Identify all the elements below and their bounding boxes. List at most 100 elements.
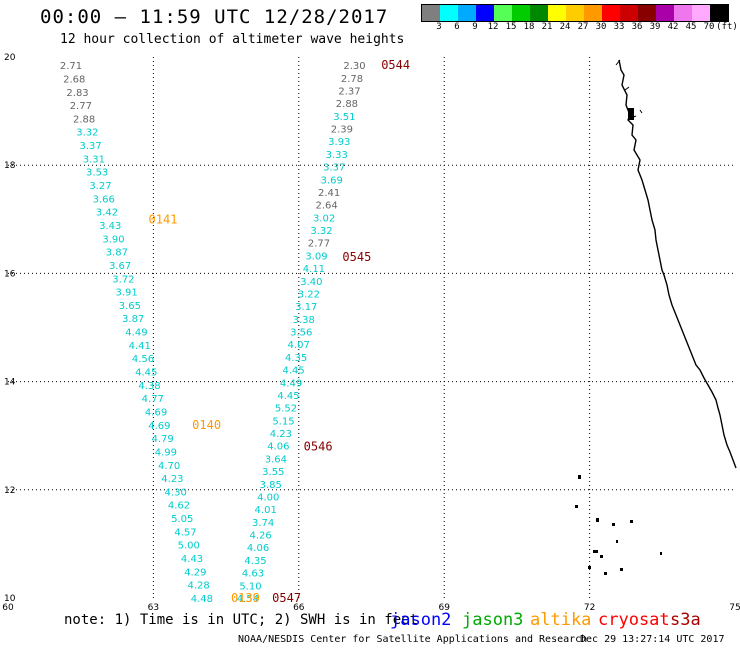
wave-height-label: 2.77 <box>308 239 330 250</box>
wave-height-label: 2.83 <box>66 88 88 99</box>
wave-height-label: 4.28 <box>187 581 209 592</box>
wave-height-label: 3.17 <box>295 302 317 313</box>
wave-height-label: 3.64 <box>265 454 287 465</box>
legend-swatch <box>422 5 440 21</box>
wave-height-label: 4.69 <box>148 421 170 432</box>
wave-height-label: 5.10 <box>239 581 261 592</box>
y-tick-label: 12 <box>4 486 15 496</box>
legend-swatch <box>476 5 494 21</box>
legend-swatch <box>638 5 656 21</box>
wave-height-label: 3.37 <box>80 141 102 152</box>
wave-height-label: 4.62 <box>168 501 190 512</box>
wave-height-label: 4.45 <box>277 391 299 402</box>
wave-height-label: 5.15 <box>272 416 294 427</box>
footer-timestamp: Dec 29 13:27:14 UTC 2017 <box>580 634 725 645</box>
wave-height-label: 3.91 <box>115 288 137 299</box>
legend-label: 45 <box>685 22 697 32</box>
wave-height-label: 4.99 <box>155 447 177 458</box>
legend-swatch <box>602 5 620 21</box>
legend-swatch <box>494 5 512 21</box>
legend-label: 36 <box>631 22 643 32</box>
wave-height-label: 4.57 <box>174 527 196 538</box>
legend-label: 70 <box>703 22 715 32</box>
wave-height-label: 2.37 <box>338 86 360 97</box>
wave-height-label: 4.29 <box>184 567 206 578</box>
legend-swatch <box>512 5 530 21</box>
y-tick-label: 14 <box>4 378 16 388</box>
wave-height-label: 4.06 <box>267 442 289 453</box>
legend-label: 9 <box>472 22 478 32</box>
legend-swatch <box>530 5 548 21</box>
color-legend <box>421 4 729 22</box>
y-tick-label: 16 <box>4 269 16 279</box>
legend-label: 15 <box>505 22 517 32</box>
wave-height-label: 3.40 <box>300 277 322 288</box>
wave-height-label: 4.38 <box>138 381 160 392</box>
x-tick-label: 72 <box>584 603 595 613</box>
wave-height-label: 3.22 <box>298 289 320 300</box>
wave-height-label: 2.68 <box>63 74 85 85</box>
wave-height-label: 3.32 <box>76 128 98 139</box>
legend-swatch <box>458 5 476 21</box>
wave-height-label: 4.26 <box>249 531 271 542</box>
x-tick-label: 75 <box>729 603 740 613</box>
altimeter-track-left: 2.71 2.68 2.83 2.77 2.88 3.32 3.37 3.31 3.53 3.27… <box>60 61 213 605</box>
pass-time-label: 0139 <box>231 591 260 605</box>
wave-height-label: 4.56 <box>132 354 154 365</box>
legend-swatch <box>656 5 674 21</box>
page-title: 00:00 – 11:59 UTC 12/28/2017 <box>40 6 389 28</box>
legend-label: 12 <box>487 22 499 32</box>
color-legend-labels: 3 6 9 12 15 18 21 24 27 30 33 36 39 42 45 70 (ft) <box>421 22 740 34</box>
legend-label: 33 <box>613 22 625 32</box>
wave-height-label: 4.07 <box>288 340 310 351</box>
x-tick-label: 66 <box>293 603 305 613</box>
wave-height-label: 2.39 <box>331 125 353 136</box>
wave-height-label: 4.79 <box>151 434 173 445</box>
wave-height-label: 2.88 <box>73 114 95 125</box>
legend-label: 30 <box>595 22 607 32</box>
wave-height-label: 2.71 <box>60 61 82 72</box>
wave-height-label: 5.05 <box>171 514 193 525</box>
y-tick-label: 18 <box>4 161 16 171</box>
satellite-name: s3a <box>670 610 701 630</box>
wave-height-label: 2.77 <box>70 101 92 112</box>
legend-swatch <box>566 5 584 21</box>
wave-height-label: 5.00 <box>178 541 200 552</box>
wave-height-label: 4.41 <box>129 341 151 352</box>
pass-time-label: 0547 <box>272 591 301 605</box>
wave-height-label: 4.23 <box>270 429 292 440</box>
wave-height-label: 2.30 <box>343 61 365 72</box>
legend-swatch <box>674 5 692 21</box>
wave-height-label: 2.88 <box>336 99 358 110</box>
wave-height-label: 4.35 <box>244 556 266 567</box>
wave-height-label: 2.41 <box>318 188 340 199</box>
wave-height-label: 2.64 <box>315 201 337 212</box>
wave-height-label: 5.52 <box>275 404 297 415</box>
wave-height-label: 4.77 <box>142 394 164 405</box>
wave-height-label: 4.35 <box>285 353 307 364</box>
legend-swatch <box>440 5 458 21</box>
wave-height-label: 3.53 <box>86 168 108 179</box>
wave-height-label: 4.63 <box>242 569 264 580</box>
satellite-name: altika <box>530 610 592 630</box>
wave-height-label: 4.49 <box>125 328 147 339</box>
page-subtitle: 12 hour collection of altimeter wave hei… <box>60 32 405 47</box>
legend-label: (ft) <box>716 22 738 32</box>
wave-height-label: 2.78 <box>341 74 363 85</box>
wave-height-label: 3.93 <box>328 137 350 148</box>
wave-height-label: 3.31 <box>83 154 105 165</box>
wave-height-label: 4.43 <box>181 554 203 565</box>
wave-height-label: 4.48 <box>191 594 213 605</box>
y-tick-label: 10 <box>4 594 16 604</box>
footer-note: note: 1) Time is in UTC; 2) SWH is in fe… <box>64 612 419 628</box>
pass-time-label: 0140 <box>192 418 221 432</box>
wave-height-label: 3.32 <box>310 226 332 237</box>
satellite-name: jason2 <box>390 610 452 630</box>
satellite-name: cryosat <box>598 610 670 630</box>
wave-height-label: 4.45 <box>135 368 157 379</box>
wave-height-label: 3.66 <box>93 194 115 205</box>
wave-height-label: 3.27 <box>89 181 111 192</box>
wave-height-label: 3.55 <box>262 467 284 478</box>
wave-height-label: 3.09 <box>305 251 327 262</box>
